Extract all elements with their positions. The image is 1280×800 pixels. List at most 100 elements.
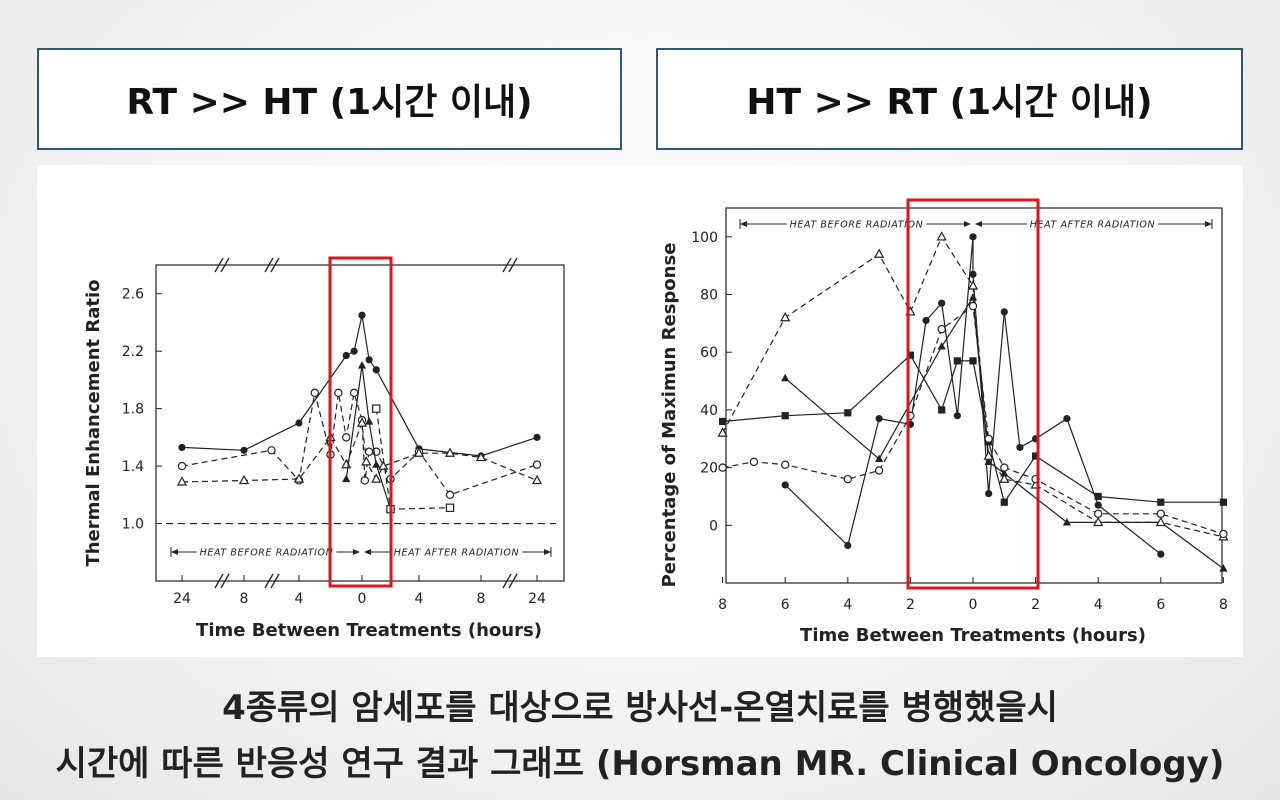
title-right: HT >> RT (1시간 이내) [656, 48, 1243, 150]
left-axis-break-r2-b [508, 573, 518, 589]
right-y-tick-label-4: 60 [700, 345, 718, 361]
left-series-1-point-3 [295, 419, 303, 427]
left-arrowhead-right [544, 549, 551, 555]
right-x-tick-label-9: 8 [1219, 597, 1228, 613]
left-x-tick-label-3: 4 [295, 591, 304, 607]
right-series-2-point-8 [969, 233, 977, 241]
left-x-tick-label-6: 8 [477, 591, 486, 607]
right-series-1-line [722, 354, 1224, 504]
right-series-1-point-13 [1219, 498, 1227, 506]
right-y-tick-label-3: 40 [700, 403, 718, 419]
left-x-axis-label: Time Between Treatments (hours) [196, 620, 542, 641]
left-x-tick-label-5: 4 [415, 591, 424, 607]
right-x-tick-label-4: 2 [906, 597, 915, 613]
left-series-5-point-3 [445, 503, 455, 512]
left-series-1-point-1 [178, 443, 186, 452]
left-x-tick-label-1: 24 [173, 591, 191, 607]
right-series-2-point-2 [844, 541, 852, 550]
left-series-2-point-11 [364, 447, 374, 456]
left-series-2-line [181, 392, 538, 496]
right-series-5-point-14 [1219, 529, 1228, 539]
right-series-4-point-3 [873, 248, 885, 258]
right-arrowhead-mid-left [964, 221, 971, 227]
right-series-1-point-7 [969, 357, 977, 365]
left-series-3-point-2 [238, 474, 250, 485]
left-x-tick-label-7: 24 [528, 591, 546, 607]
chart-right: 0 20 40 60 80 100 8 6 4 2 0 2 4 6 8 HEAT BEFORE RADIATI… [619, 165, 1243, 657]
left-series-3-point-1 [176, 476, 188, 486]
right-series-5-point-4 [843, 474, 852, 484]
right-series-1-point-3 [844, 409, 852, 417]
left-x-tick-label-2: 8 [240, 591, 249, 607]
right-series-2-point-5 [922, 316, 930, 325]
left-y-tick-label-3: 1.8 [122, 402, 144, 418]
right-series-2-point-11 [1000, 308, 1008, 316]
left-axis-break-r1 [502, 257, 512, 273]
right-x-tick-label-1: 8 [718, 597, 727, 613]
left-series-2-point-7 [342, 433, 351, 442]
right-x-axis-label: Time Between Treatments (hours) [800, 625, 1146, 646]
right-heat-before-label: HEAT BEFORE RADIATION [790, 220, 924, 231]
right-series-3-line [784, 295, 1224, 570]
right-heat-after-label: HEAT AFTER RADIATION [1030, 220, 1155, 231]
left-heat-before-label: HEAT BEFORE RADIATION [200, 548, 334, 559]
left-axis-break-2-b [270, 257, 280, 273]
right-series-1-point-2 [781, 412, 789, 420]
left-series-4-point-1 [342, 474, 351, 483]
right-series-5-point-7 [937, 324, 946, 334]
left-y-axis-label: Thermal Enhancement Ratio [83, 279, 104, 566]
left-axis-break-2 [264, 257, 274, 273]
left-series-5-line [375, 408, 451, 510]
right-series-4-point-7 [983, 450, 994, 460]
right-series-3-point-5 [984, 457, 993, 465]
left-series-3-point-3 [293, 473, 305, 483]
right-series-5-point-2 [749, 457, 759, 467]
right-series-4-point-10 [1093, 516, 1104, 527]
left-axis-break-r1-b [508, 257, 518, 273]
right-x-tick-label-3: 4 [843, 597, 852, 613]
right-series-4-point-2 [780, 311, 791, 322]
left-series-1-point-5 [350, 347, 358, 355]
right-series-4-point-5 [936, 231, 947, 241]
left-arrowhead-left [171, 549, 178, 555]
right-series-4-line [722, 235, 1224, 538]
right-arrowhead-right [1205, 221, 1212, 227]
left-arrowhead-mid-left [353, 549, 360, 555]
caption-line-2: 시간에 따른 반응성 연구 결과 그래프 (Horsman MR. Clinic… [55, 744, 1225, 784]
right-series-2-point-14 [1063, 414, 1071, 423]
left-series-4-point-4 [372, 460, 381, 468]
left-series-1-point-4 [342, 351, 350, 360]
right-arrowhead-mid-right [975, 221, 982, 227]
right-series-4-point-8 [999, 473, 1010, 483]
right-series-1-point-6 [953, 357, 961, 365]
right-series-2-point-7 [953, 412, 961, 420]
left-heat-after-label: HEAT AFTER RADIATION [394, 548, 519, 559]
right-series-1-point-12 [1157, 498, 1165, 506]
right-series-5-line [722, 305, 1224, 535]
left-series-4-point-3 [365, 417, 374, 425]
left-axis-break-4-b [270, 573, 280, 589]
left-y-tick-label-4: 2.2 [122, 344, 144, 360]
left-axis-break-4 [264, 573, 274, 589]
left-series-2-point-8 [349, 388, 359, 398]
right-y-tick-label-1: 0 [709, 518, 718, 534]
right-y-axis-label: Percentage of Maximun Response [659, 243, 680, 588]
left-series-3-point-9 [378, 460, 389, 470]
right-series-5-point-13 [1156, 509, 1166, 518]
right-series-2-point-3 [875, 414, 883, 423]
right-series-4-point-6 [967, 280, 979, 290]
right-series-2-point-15 [1094, 501, 1102, 509]
right-series-3-point-4 [968, 293, 978, 301]
left-series-1-point-6 [358, 311, 366, 319]
left-axis-break-3 [214, 573, 224, 589]
right-series-2-point-1 [781, 481, 789, 489]
left-series-3-line [181, 422, 538, 483]
left-series-2-point-2 [267, 446, 276, 455]
right-series-2-point-12 [1016, 443, 1024, 452]
caption-line-1: 4종류의 암세포를 대상으로 방사선-온열치료를 병행했을시 [222, 688, 1058, 728]
right-y-tick-label-6: 100 [691, 230, 718, 246]
left-series-1-point-11 [533, 433, 541, 441]
right-series-4-point-1 [717, 427, 728, 437]
left-series-2-point-15 [445, 490, 455, 500]
title-left: RT >> HT (1시간 이내) [37, 48, 622, 150]
